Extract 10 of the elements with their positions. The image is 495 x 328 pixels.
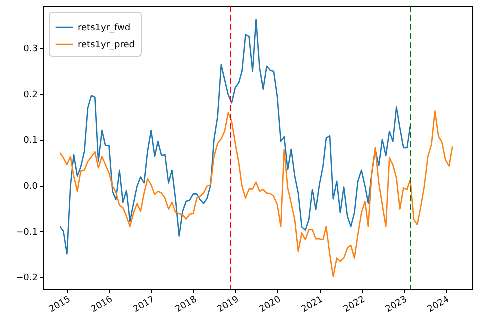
- line-series: [60, 110, 454, 278]
- legend-label: rets1yr_fwd: [78, 24, 131, 34]
- line-series: [60, 19, 412, 255]
- y-tick-label: 0.0: [24, 182, 38, 192]
- y-tick-label: 0.2: [24, 90, 38, 100]
- y-tick-label: 0.3: [24, 44, 38, 55]
- legend-label: rets1yr_pred: [78, 40, 135, 50]
- y-tick-label: 0.1: [24, 136, 38, 146]
- y-tick-label: −0.1: [16, 228, 38, 238]
- y-tick-label: −0.2: [16, 274, 38, 284]
